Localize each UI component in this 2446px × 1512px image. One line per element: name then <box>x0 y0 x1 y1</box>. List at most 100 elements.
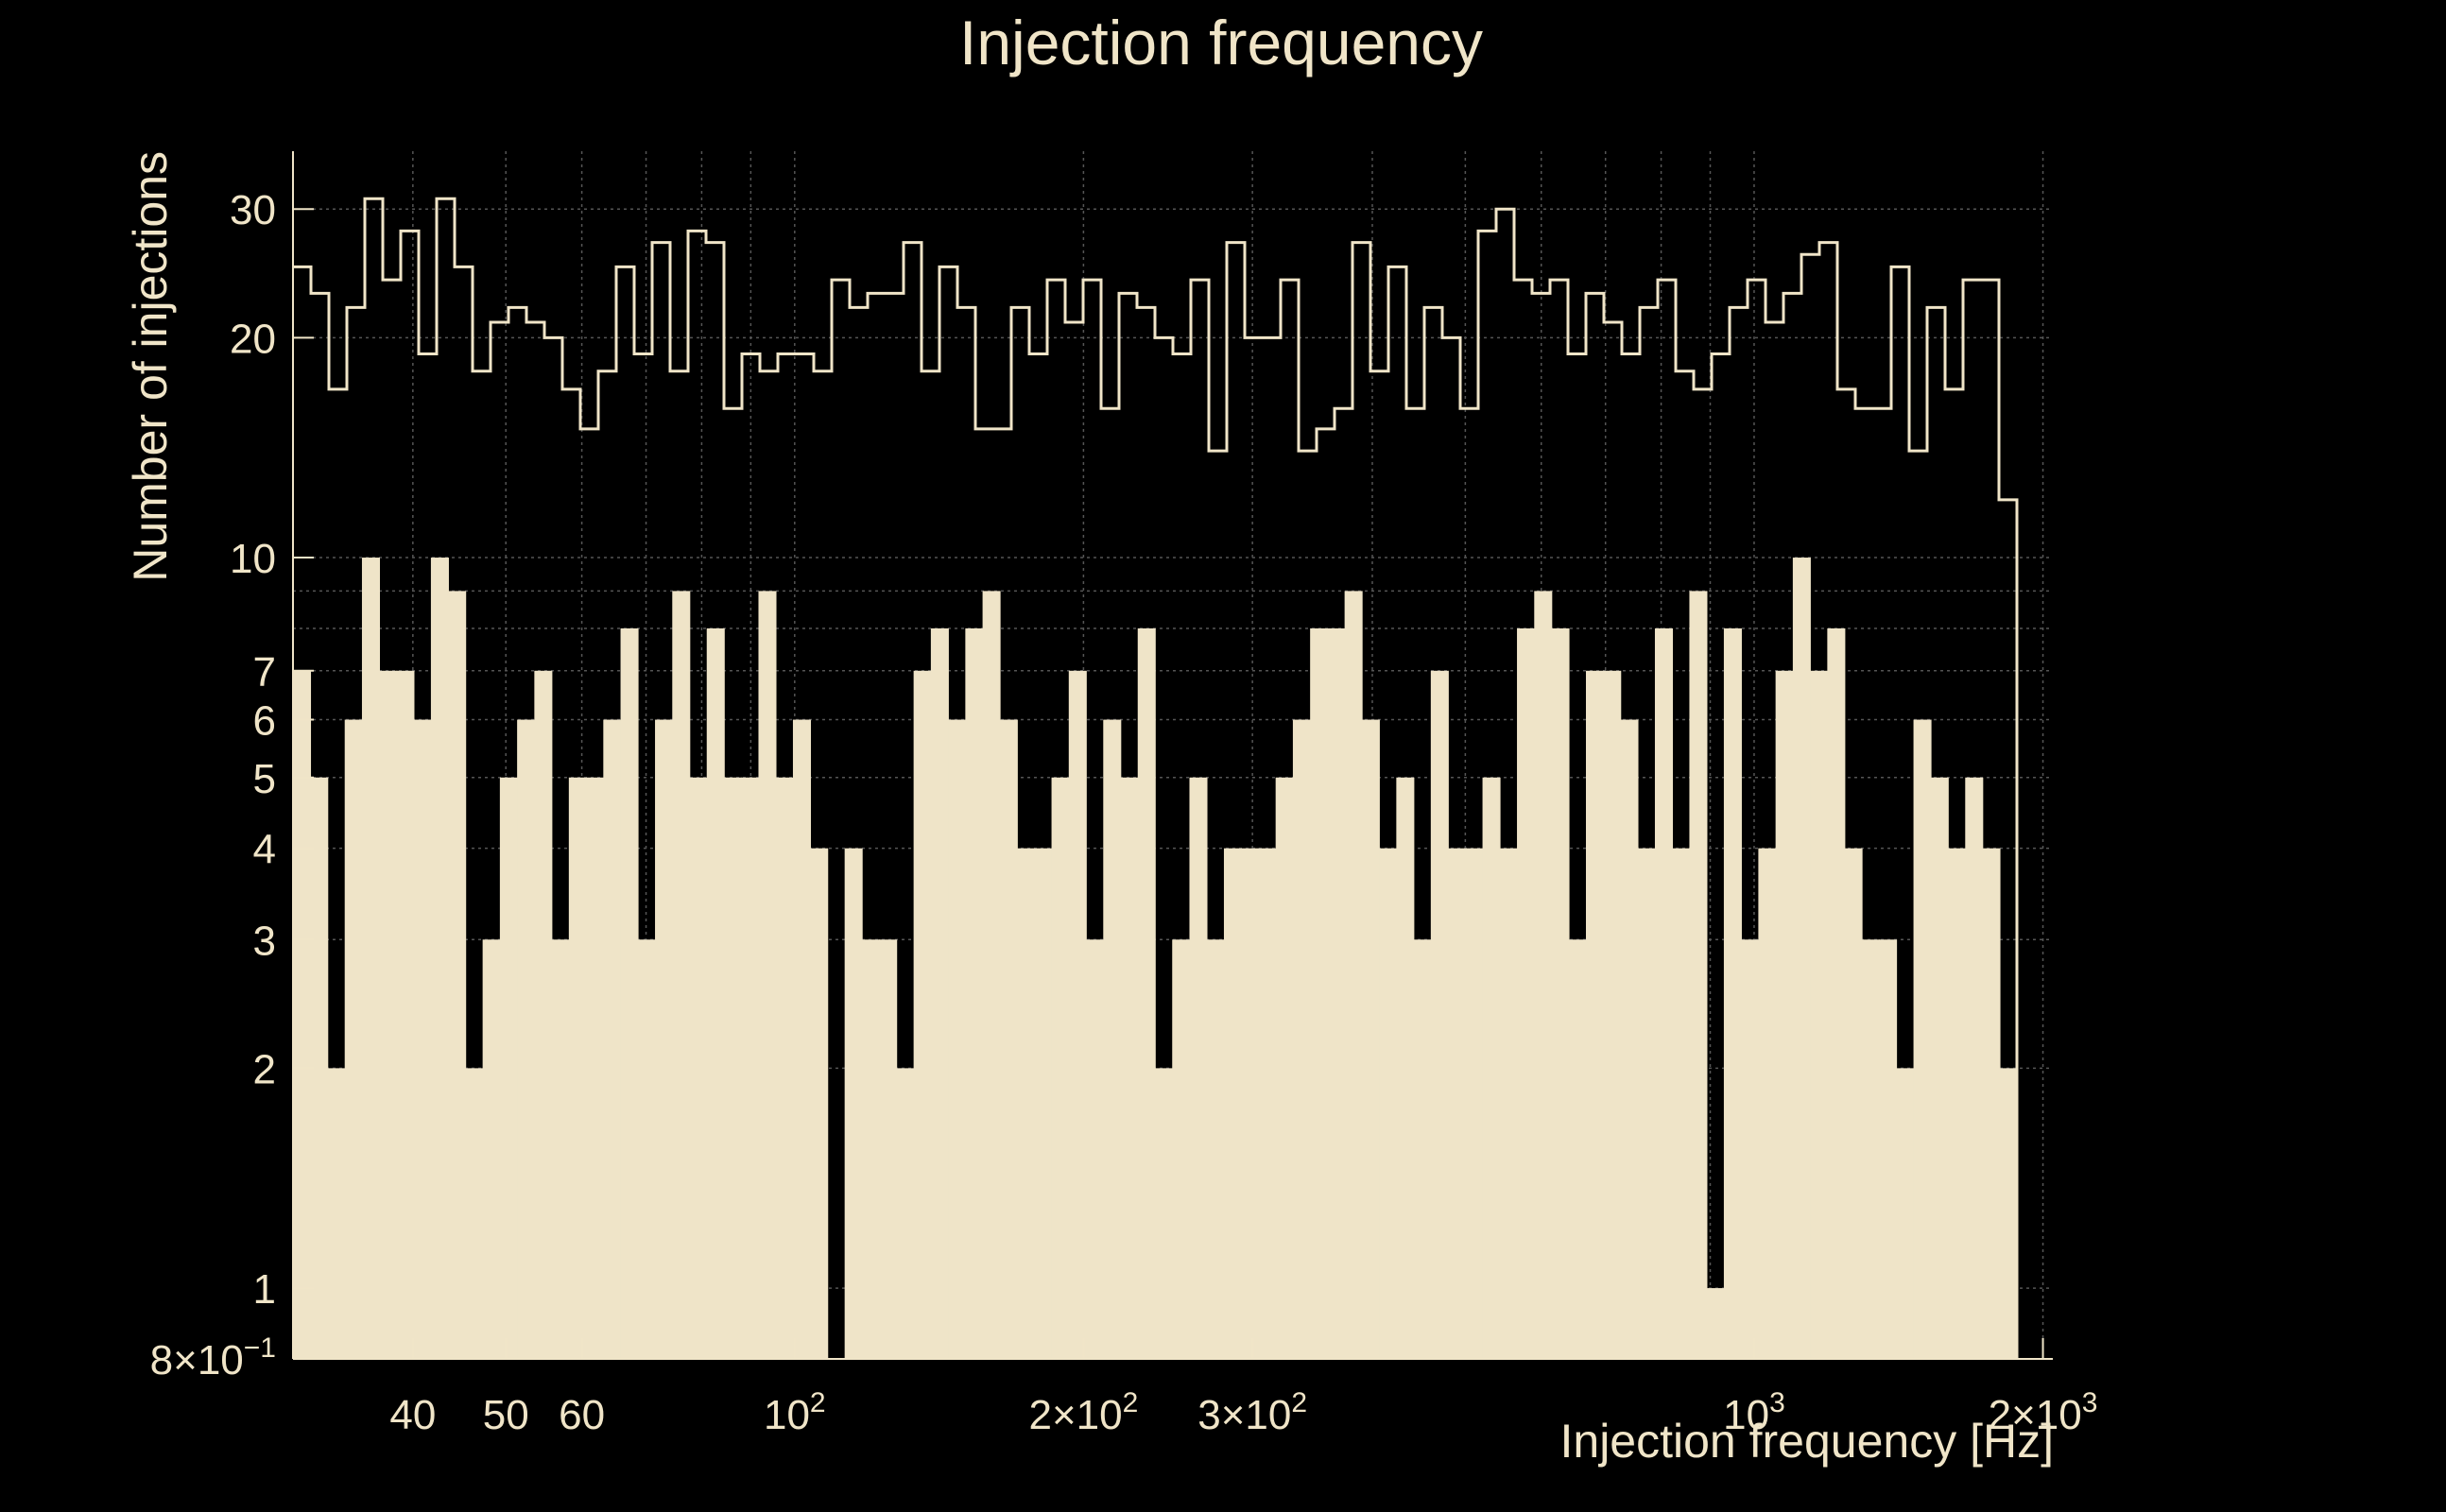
histogram-bar <box>1534 591 1553 1359</box>
histogram-bar <box>1413 939 1432 1359</box>
outline-series-line <box>293 197 2019 1359</box>
histogram-bar <box>1086 939 1105 1359</box>
histogram-bar <box>1068 670 1087 1359</box>
histogram-bar <box>1844 848 1863 1359</box>
histogram-bar <box>775 777 794 1359</box>
histogram-bar <box>913 670 932 1359</box>
x-tick-label: 2×102 <box>1028 1387 1138 1438</box>
x-tick-label: 3×102 <box>1197 1387 1307 1438</box>
histogram-bar <box>1896 1068 1915 1359</box>
histogram-bar <box>672 591 691 1359</box>
histogram-bar <box>1465 848 1484 1359</box>
histogram-bar <box>689 777 708 1359</box>
histogram-bar <box>810 848 829 1359</box>
histogram-bar <box>1637 848 1656 1359</box>
histogram-bar <box>1137 627 1156 1359</box>
histogram-bar <box>1292 719 1311 1359</box>
y-axis-label: Number of injections <box>124 151 177 582</box>
histogram-bar <box>1223 848 1242 1359</box>
y-tick-label: 20 <box>230 316 276 362</box>
histogram-bar <box>1120 777 1139 1359</box>
histogram-bar <box>1448 848 1467 1359</box>
y-tick-label: 30 <box>230 187 276 233</box>
histogram-bar <box>1810 670 1829 1359</box>
histogram-bar <box>568 777 587 1359</box>
filled-histogram <box>293 558 2018 1359</box>
histogram-bar <box>844 848 863 1359</box>
y-tick-label: 7 <box>253 649 276 696</box>
histogram-bar <box>1568 939 1587 1359</box>
x-axis-ticks: 40 50 60 102 2×102 3×102 103 2×103 <box>389 1338 2097 1438</box>
histogram-bar <box>1603 670 1622 1359</box>
histogram-bar <box>465 1068 484 1359</box>
histogram-bar <box>792 719 811 1359</box>
histogram-bar <box>396 670 415 1359</box>
histogram-bar <box>293 670 312 1359</box>
outline-histogram <box>293 197 2019 1359</box>
histogram-bar <box>1241 848 1260 1359</box>
histogram-bar <box>551 939 570 1359</box>
histogram-bar <box>1965 777 1984 1359</box>
histogram-bar <box>361 558 380 1359</box>
y-tick-label: 6 <box>253 698 276 745</box>
histogram-bar <box>1723 627 1742 1359</box>
histogram-bar <box>965 627 984 1359</box>
histogram-bar <box>1379 848 1398 1359</box>
histogram-bar <box>586 777 605 1359</box>
histogram-bar <box>1999 1068 2018 1359</box>
histogram-bar <box>1361 719 1380 1359</box>
histogram-bar <box>1861 939 1880 1359</box>
histogram-bar <box>948 719 967 1359</box>
histogram-bar <box>1792 558 1811 1359</box>
histogram-bar <box>1827 627 1846 1359</box>
histogram-bar <box>1172 939 1191 1359</box>
histogram-bar <box>1689 591 1708 1359</box>
histogram-bar <box>930 627 949 1359</box>
y-tick-label: 10 <box>230 536 276 582</box>
histogram-bar <box>517 719 536 1359</box>
histogram-bar <box>1706 1288 1725 1359</box>
histogram-bar <box>655 719 674 1359</box>
histogram-bar <box>1913 719 1932 1359</box>
histogram-bar <box>620 627 639 1359</box>
histogram-bar <box>1551 627 1570 1359</box>
histogram-bar <box>1482 777 1501 1359</box>
histogram-bar <box>1879 939 1898 1359</box>
histogram-bar <box>344 719 363 1359</box>
x-tick-label: 60 <box>559 1392 605 1438</box>
histogram-bar <box>741 777 760 1359</box>
histogram-bar <box>1654 627 1673 1359</box>
histogram-bar <box>413 719 432 1359</box>
histogram-bar <box>310 777 329 1359</box>
x-axis-label: Injection frequency [Hz] <box>1560 1415 2055 1468</box>
y-tick-label: 2 <box>253 1046 276 1092</box>
histogram-bar <box>1103 719 1122 1359</box>
histogram-bar <box>982 591 1001 1359</box>
histogram-bar <box>637 939 656 1359</box>
histogram-bar <box>758 591 777 1359</box>
histogram-bar <box>1620 719 1639 1359</box>
histogram-bar <box>1396 777 1415 1359</box>
histogram-bar <box>1948 848 1967 1359</box>
histogram-bar <box>1775 670 1794 1359</box>
histogram-bar <box>1327 627 1346 1359</box>
histogram-bar <box>1672 848 1691 1359</box>
y-tick-label: 3 <box>253 918 276 964</box>
x-tick-label: 50 <box>483 1392 529 1438</box>
histogram-bar <box>534 670 553 1359</box>
y-tick-label: 4 <box>253 827 276 873</box>
histogram-bar <box>1930 777 1949 1359</box>
histogram-bar <box>1189 777 1208 1359</box>
histogram-bar <box>1344 591 1363 1359</box>
histogram-bar <box>879 939 898 1359</box>
y-tick-label: 5 <box>253 756 276 802</box>
axes <box>292 151 2053 1360</box>
histogram-bar <box>430 558 449 1359</box>
histogram-bar <box>861 939 880 1359</box>
histogram-bar <box>1758 848 1777 1359</box>
histogram-bar <box>999 719 1018 1359</box>
histogram-bar <box>603 719 622 1359</box>
histogram-bar <box>327 1068 346 1359</box>
histogram-bar <box>1017 848 1036 1359</box>
